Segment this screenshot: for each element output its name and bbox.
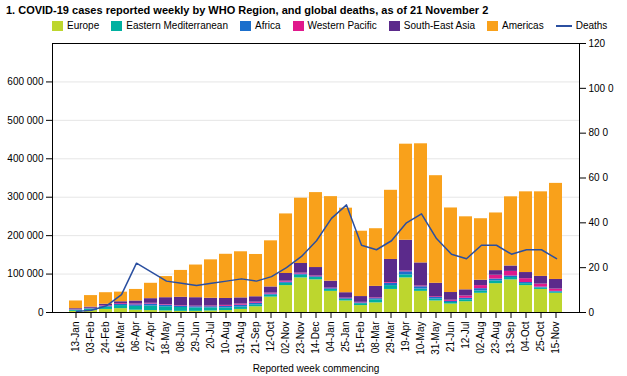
svg-text:20 0: 20 0 <box>589 262 609 273</box>
svg-text:400 000: 400 000 <box>7 153 44 164</box>
html-text:1. COVID-19 cases reported wee: 1. COVID-19 cases reported weekly by WHO… <box>6 4 489 16</box>
svg-text:15-Nov: 15-Nov <box>550 322 561 354</box>
svg-text:120: 120 <box>589 38 606 49</box>
svg-text:13-Jan: 13-Jan <box>70 322 81 353</box>
svg-text:10-Aug: 10-Aug <box>220 322 231 354</box>
svg-text:0: 0 <box>38 307 44 318</box>
svg-text:10-May: 10-May <box>415 322 426 355</box>
svg-text:600 000: 600 000 <box>7 76 44 87</box>
svg-text:100 0: 100 0 <box>589 83 614 94</box>
svg-text:03-Feb: 03-Feb <box>85 321 96 353</box>
html-text:Eastern Mediterranean: Eastern Mediterranean <box>126 20 228 31</box>
svg-text:23-Aug: 23-Aug <box>490 322 501 354</box>
svg-text:80 0: 80 0 <box>589 127 609 138</box>
svg-text:300 000: 300 000 <box>7 191 44 202</box>
svg-text:29-Jun: 29-Jun <box>190 322 201 353</box>
svg-text:23-Nov: 23-Nov <box>295 322 306 354</box>
html-text:South-East Asia: South-East Asia <box>403 20 475 31</box>
svg-text:29-Mar: 29-Mar <box>385 321 396 353</box>
html-text:Western Pacific: Western Pacific <box>307 20 377 31</box>
svg-text:12-Jul: 12-Jul <box>460 322 471 349</box>
svg-text:21-Jun: 21-Jun <box>445 322 456 353</box>
svg-text:02-Aug: 02-Aug <box>475 322 486 354</box>
svg-text:31-Aug: 31-Aug <box>235 322 246 354</box>
svg-text:31-May: 31-May <box>430 322 441 355</box>
svg-text:100 000: 100 000 <box>7 268 44 279</box>
svg-text:40 0: 40 0 <box>589 217 609 228</box>
svg-text:18-May: 18-May <box>160 322 171 355</box>
svg-text:06-Apr: 06-Apr <box>130 321 141 352</box>
svg-text:04-Jan: 04-Jan <box>325 322 336 353</box>
svg-text:15-Feb: 15-Feb <box>355 321 366 353</box>
svg-text:20-Jul: 20-Jul <box>205 322 216 349</box>
svg-text:500 000: 500 000 <box>7 115 44 126</box>
svg-text:25-Jan: 25-Jan <box>340 322 351 353</box>
svg-text:12-Oct: 12-Oct <box>265 321 276 351</box>
svg-text:19-Apr: 19-Apr <box>400 321 411 352</box>
html-text:Europe: Europe <box>67 20 100 31</box>
svg-text:Reported week commencing: Reported week commencing <box>253 363 380 374</box>
svg-text:04-Oct: 04-Oct <box>520 321 531 351</box>
svg-text:13-Sep: 13-Sep <box>505 321 516 354</box>
svg-text:21-Sep: 21-Sep <box>250 321 261 354</box>
svg-text:200 000: 200 000 <box>7 230 44 241</box>
svg-text:08-Jun: 08-Jun <box>175 322 186 353</box>
html-text:Africa: Africa <box>255 20 281 31</box>
svg-text:24-Feb: 24-Feb <box>100 321 111 353</box>
html-text:Americas: Americas <box>502 20 544 31</box>
html-text:Deaths: Deaths <box>575 20 608 31</box>
svg-text:25-Oct: 25-Oct <box>535 321 546 351</box>
svg-text:0: 0 <box>589 307 595 318</box>
svg-text:16-Mar: 16-Mar <box>115 321 126 353</box>
svg-text:60 0: 60 0 <box>589 172 609 183</box>
svg-text:02-Nov: 02-Nov <box>280 322 291 354</box>
svg-text:08-Mar: 08-Mar <box>370 321 381 353</box>
svg-text:14-Dec: 14-Dec <box>310 322 321 354</box>
svg-text:27-Apr: 27-Apr <box>145 321 156 352</box>
